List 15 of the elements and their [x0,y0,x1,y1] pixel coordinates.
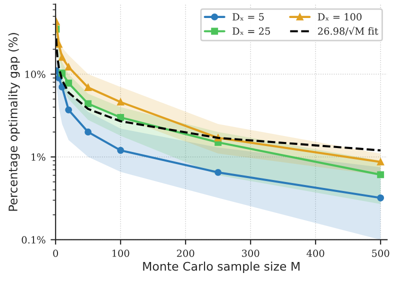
y-tick-label: 0.1% [22,236,46,244]
legend-label: Dₓ = 5 [232,13,264,21]
y-tick-label: 10% [25,70,46,78]
y-tick-label: 1% [32,153,46,161]
x-tick-label: 500 [372,250,390,257]
x-tick-label: 300 [242,250,260,257]
legend-label: 26.98/√M fit [318,26,378,36]
legend-label: Dₓ = 100 [318,13,362,21]
x-tick-label: 400 [306,250,324,257]
x-tick-label: 100 [112,250,130,257]
x-tick-label: 200 [176,250,194,257]
x-tick-label: 0 [53,250,58,257]
y-axis-title: Percentage optimality gap (%) [8,33,20,211]
x-axis-title: Monte Carlo sample size M [143,262,300,274]
legend-label: Dₓ = 25 [232,27,270,35]
